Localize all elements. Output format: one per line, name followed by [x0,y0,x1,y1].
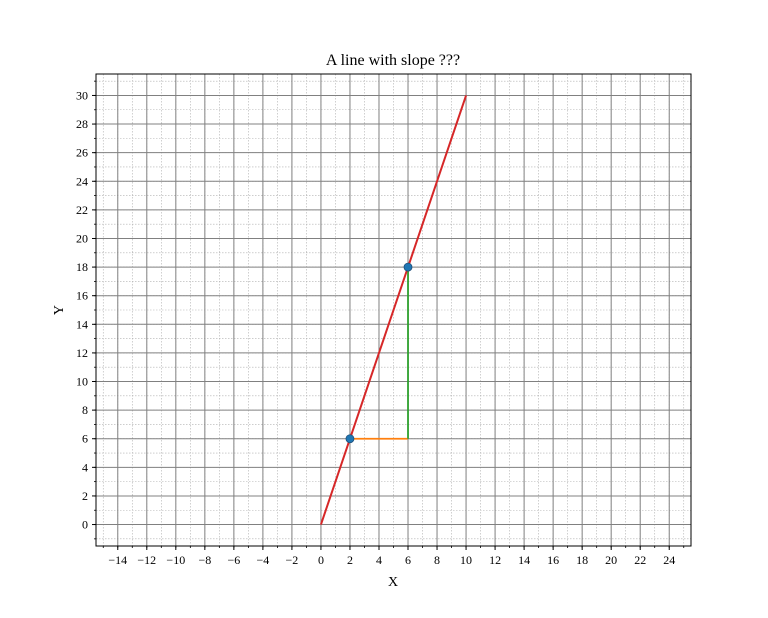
x-tick-label: 4 [376,553,382,567]
x-tick-label: 6 [405,553,411,567]
series-line [319,95,468,525]
x-tick-label: −10 [166,553,185,567]
x-tick-label: −8 [198,553,211,567]
y-tick-label: 12 [76,346,88,360]
y-tick-label: 24 [76,174,88,188]
x-tick-label: 10 [460,553,472,567]
x-tick-label: 14 [518,553,530,567]
x-tick-label: 18 [576,553,588,567]
x-axis-label: X [388,575,398,590]
x-tick-label: −4 [256,553,269,567]
y-tick-label: 18 [76,260,88,274]
x-tick-label: 16 [547,553,559,567]
data-point [403,262,413,272]
data-point [345,434,355,444]
y-tick-label: 28 [76,117,88,131]
major-grid [96,74,691,546]
x-tick-label: −2 [286,553,299,567]
x-tick-label: 8 [434,553,440,567]
y-tick-label: 30 [76,88,88,102]
y-tick-label: 0 [82,518,88,532]
data-points [345,262,413,444]
y-tick-label: 6 [82,432,88,446]
axis-ticks: −14 −12 −10 −8 −6 −4 −2 0 2 4 6 8 10 12 14 16 18 20 22 2402… [76,80,685,567]
x-tick-label: −12 [137,553,156,567]
y-tick-label: 8 [82,403,88,417]
x-tick-label: −14 [108,553,127,567]
x-tick-label: 2 [347,553,353,567]
x-tick-label: 22 [634,553,646,567]
y-tick-label: 26 [76,146,88,160]
y-tick-label: 10 [76,375,88,389]
y-tick-label: 4 [82,460,88,474]
y-tick-label: 22 [76,203,88,217]
x-tick-label: 20 [605,553,617,567]
y-tick-label: 2 [82,489,88,503]
annotation-segments [349,267,409,440]
y-tick-label: 20 [76,231,88,245]
data-series [319,95,468,525]
x-tick-label: 12 [489,553,501,567]
chart-title: A line with slope ??? [326,52,460,69]
y-tick-label: 14 [76,317,88,331]
y-tick-label: 16 [76,289,88,303]
x-tick-label: 24 [663,553,675,567]
y-axis-label: Y [52,305,67,315]
x-tick-label: 0 [318,553,324,567]
x-tick-label: −6 [227,553,240,567]
